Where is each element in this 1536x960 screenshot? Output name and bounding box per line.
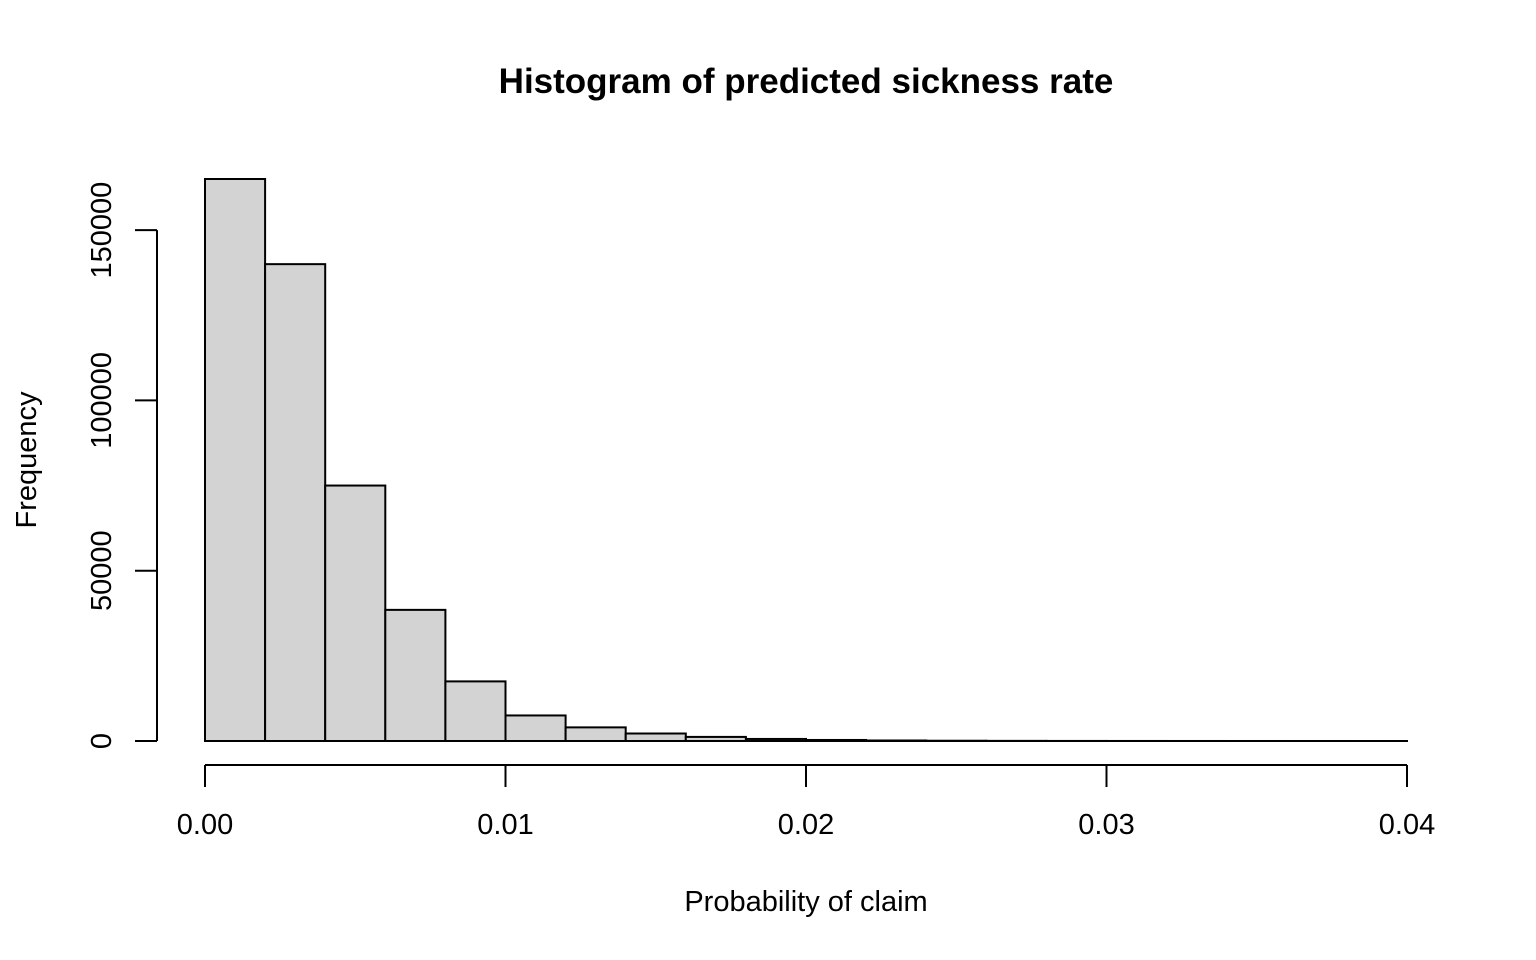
histogram-bar-1 [264,263,327,742]
histogram-bar-10 [805,738,868,743]
y-axis-label: Frequency [11,391,43,529]
x-tick-label-4: 0.04 [1379,809,1435,841]
histogram-bar-11 [865,739,928,742]
histogram-bar-0 [204,178,267,742]
x-axis-ticks: 0.00 0.01 0.02 0.03 0.04 [177,765,1435,841]
histogram-bars [204,178,1409,743]
histogram-bar-9 [744,737,808,742]
histogram-bar-6 [564,726,627,742]
y-tick-label-3: 150000 [86,182,118,279]
histogram-bar-2 [324,484,387,742]
y-axis: 0 50000 100000 150000 [86,182,158,749]
x-tick-label-1: 0.01 [477,809,533,841]
histogram-bar-5 [504,714,567,742]
x-axis: 0.00 0.01 0.02 0.03 0.04 [177,764,1435,841]
y-tick-label-0: 0 [86,733,118,749]
y-axis-ticks: 0 50000 100000 150000 [86,182,157,749]
y-tick-label-1: 50000 [86,530,118,611]
histogram-bar-7 [624,732,687,742]
x-tick-label-3: 0.03 [1078,809,1134,841]
chart-title: Histogram of predicted sickness rate [499,62,1114,101]
x-tick-label-0: 0.00 [177,809,233,841]
histogram-bar-8 [684,735,747,742]
histogram-bar-4 [444,680,507,742]
y-tick-label-2: 100000 [86,352,118,449]
x-axis-label: Probability of claim [684,886,927,918]
x-tick-label-2: 0.02 [778,809,834,841]
histogram-bar-3 [384,608,447,742]
